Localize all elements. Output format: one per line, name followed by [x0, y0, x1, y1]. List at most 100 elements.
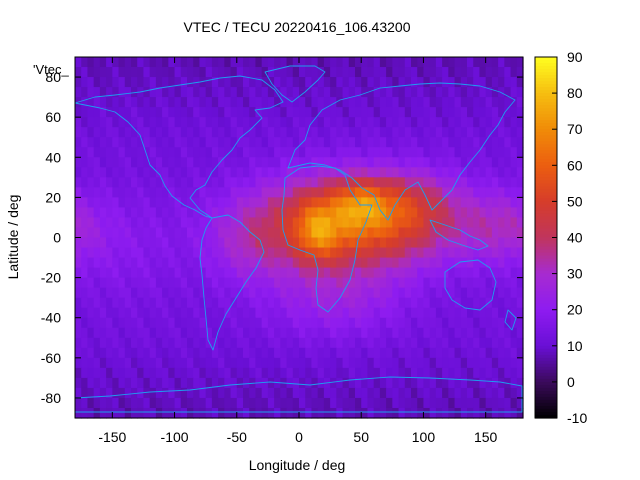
- heatmap-cell: [392, 137, 400, 148]
- colorbar-segment: [535, 234, 557, 239]
- heatmap-cell: [448, 297, 456, 309]
- colorbar-segment: [535, 303, 557, 308]
- heatmap-cell: [286, 297, 294, 309]
- heatmap-cell: [491, 357, 499, 369]
- heatmap-cell: [87, 387, 95, 399]
- colorbar-segment: [535, 255, 557, 260]
- heatmap-cell: [230, 357, 238, 369]
- heatmap-cell: [75, 287, 82, 299]
- heatmap-cell: [274, 357, 281, 369]
- heatmap-cell: [99, 237, 107, 249]
- heatmap-cell: [498, 287, 505, 299]
- colorbar-segment: [535, 198, 557, 202]
- heatmap-cell: [274, 407, 281, 419]
- heatmap-cell: [491, 187, 499, 198]
- heatmap-cell: [392, 127, 400, 138]
- heatmap-cell: [398, 217, 406, 229]
- heatmap-cell: [510, 327, 518, 339]
- colorbar-segment: [535, 297, 557, 302]
- heatmap-cell: [249, 237, 257, 249]
- heatmap-cell: [485, 67, 493, 78]
- heatmap-cell: [435, 67, 443, 78]
- heatmap-cell: [118, 337, 126, 349]
- heatmap-cell: [236, 97, 244, 108]
- heatmap-cell: [336, 267, 344, 279]
- heatmap-cell: [280, 97, 288, 108]
- heatmap-cell: [218, 57, 225, 68]
- heatmap-cell: [516, 237, 524, 249]
- heatmap-cell: [417, 87, 425, 98]
- heatmap-cell: [87, 77, 95, 88]
- heatmap-cell: [442, 177, 449, 188]
- heatmap-cell: [348, 297, 356, 309]
- heatmap-cell: [255, 237, 263, 249]
- heatmap-cell: [460, 57, 468, 68]
- heatmap-cell: [435, 297, 443, 309]
- heatmap-cell: [75, 367, 82, 379]
- heatmap-cell: [448, 227, 456, 239]
- heatmap-cell: [361, 127, 369, 138]
- heatmap-cell: [286, 307, 294, 319]
- heatmap-cell: [305, 217, 313, 229]
- heatmap-cell: [81, 187, 89, 198]
- heatmap-cell: [124, 97, 132, 108]
- heatmap-cell: [230, 177, 238, 188]
- heatmap-cell: [93, 227, 101, 239]
- heatmap-cell: [205, 387, 213, 399]
- heatmap-cell: [143, 127, 151, 138]
- heatmap-cell: [323, 387, 331, 399]
- heatmap-cell: [454, 167, 462, 178]
- heatmap-cell: [299, 297, 306, 309]
- heatmap-cell: [224, 257, 232, 269]
- heatmap-cell: [286, 317, 294, 329]
- heatmap-cell: [398, 337, 406, 349]
- heatmap-cell: [299, 407, 306, 419]
- heatmap-cell: [516, 77, 524, 88]
- heatmap-cell: [131, 197, 138, 209]
- heatmap-cell: [299, 177, 306, 188]
- heatmap-cell: [435, 127, 443, 138]
- heatmap-cell: [467, 67, 474, 78]
- heatmap-cell: [162, 247, 169, 259]
- heatmap-cell: [286, 327, 294, 339]
- heatmap-cell: [155, 67, 163, 78]
- heatmap-cell: [367, 77, 375, 88]
- heatmap-cell: [429, 317, 437, 329]
- heatmap-cell: [137, 127, 145, 138]
- heatmap-cell: [404, 267, 412, 279]
- heatmap-cell: [143, 67, 151, 78]
- heatmap-cell: [516, 187, 524, 198]
- heatmap-cell: [342, 407, 350, 419]
- heatmap-cell: [479, 67, 487, 78]
- heatmap-cell: [267, 177, 275, 188]
- heatmap-cell: [299, 397, 306, 409]
- heatmap-cell: [355, 237, 362, 249]
- heatmap-cell: [292, 167, 300, 178]
- heatmap-cell: [180, 117, 188, 128]
- heatmap-cell: [467, 207, 474, 219]
- heatmap-cell: [93, 377, 101, 389]
- heatmap-cell: [292, 297, 300, 309]
- heatmap-cell: [236, 197, 244, 209]
- heatmap-cell: [510, 347, 518, 359]
- heatmap-cell: [311, 57, 319, 68]
- heatmap-cell: [211, 197, 219, 209]
- heatmap-cell: [118, 407, 126, 419]
- heatmap-cell: [137, 57, 145, 68]
- heatmap-cell: [411, 257, 418, 269]
- heatmap-cell: [473, 67, 481, 78]
- heatmap-cell: [404, 287, 412, 299]
- heatmap-cell: [404, 227, 412, 239]
- heatmap-cell: [342, 87, 350, 98]
- heatmap-cell: [87, 167, 95, 178]
- heatmap-cell: [435, 377, 443, 389]
- heatmap-cell: [404, 107, 412, 118]
- heatmap-cell: [479, 377, 487, 389]
- heatmap-cell: [467, 357, 474, 369]
- heatmap-cell: [267, 287, 275, 299]
- heatmap-cell: [224, 97, 232, 108]
- heatmap-cell: [423, 387, 431, 399]
- heatmap-cell: [149, 287, 157, 299]
- heatmap-cell: [498, 67, 505, 78]
